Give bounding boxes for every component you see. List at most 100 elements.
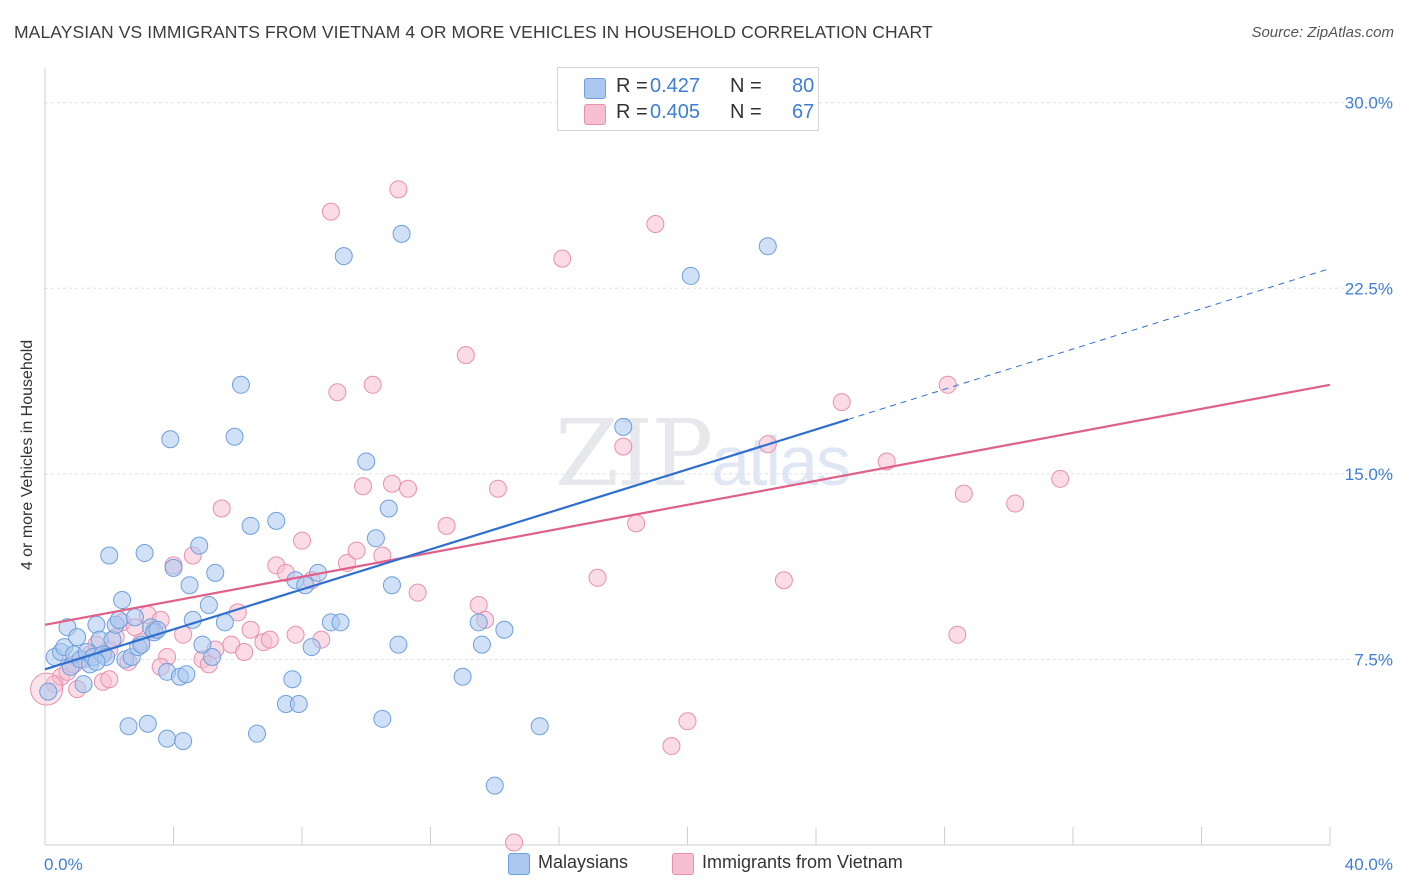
vietnam-point: [954, 484, 973, 503]
malaysian-trend-line: [44, 418, 849, 671]
y-tick-label: 15.0%: [1345, 465, 1393, 484]
vietnam-point: [832, 393, 851, 412]
vietnam-point: [260, 630, 279, 649]
malaysian-point: [469, 613, 488, 632]
malaysian-point: [203, 647, 222, 666]
x-tick-label: 40.0%: [1345, 855, 1393, 874]
malaysian-point: [190, 536, 209, 555]
trend-lines: [44, 268, 1331, 671]
vietnam-point: [235, 643, 254, 662]
malaysian-point: [485, 776, 504, 795]
malaysian-point: [231, 375, 250, 394]
malaysian-point: [164, 558, 183, 577]
malaysian-point: [382, 576, 401, 595]
r-label: R =: [616, 75, 648, 97]
malaysian-point: [180, 576, 199, 595]
y-tick-label: 22.5%: [1345, 279, 1393, 298]
malaysian-trend-extension: [847, 268, 1331, 420]
vietnam-point: [408, 583, 427, 602]
malaysian-point: [248, 724, 267, 743]
vietnam-point: [553, 249, 572, 268]
malaysian-point: [495, 620, 514, 639]
vietnam-trend-line: [44, 383, 1331, 626]
vietnam-point: [938, 375, 957, 394]
malaysian-point: [614, 417, 633, 436]
malaysian-point: [472, 635, 491, 654]
malaysian-point: [302, 638, 321, 657]
axes: [44, 68, 1331, 846]
chart-title: MALAYSIAN VS IMMIGRANTS FROM VIETNAM 4 O…: [14, 22, 933, 42]
malaysian-point: [241, 516, 260, 535]
vietnam-point: [678, 712, 697, 731]
malaysian-point: [373, 709, 392, 728]
legend-label: Malaysians: [538, 852, 629, 872]
vietnam-swatch: [584, 104, 606, 125]
malaysian-point: [206, 563, 225, 582]
stats-box: R = 0.427 N = 80 R = 0.405 N = 67: [557, 67, 819, 131]
vietnam-point: [100, 670, 119, 689]
vietnam-point: [1006, 494, 1025, 513]
vietnam-point: [382, 474, 401, 493]
vietnam-point: [354, 477, 373, 496]
y-tick-label: 30.0%: [1345, 94, 1393, 113]
n-value: 80: [792, 75, 815, 97]
malaysian-point: [267, 511, 286, 530]
malaysian-point: [119, 717, 138, 736]
vietnam-point: [363, 375, 382, 394]
y-tick-label: 7.5%: [1354, 650, 1393, 669]
n-label: N =: [730, 101, 762, 123]
malaysian-point: [681, 266, 700, 285]
malaysian-point: [366, 529, 385, 548]
malaysian-point: [225, 427, 244, 446]
tick-labels: 7.5% 15.0% 22.5% 30.0% 0.0% 40.0%: [44, 94, 1393, 874]
vietnam-point: [627, 514, 646, 533]
malaysian-point: [389, 635, 408, 654]
malaysian-point: [453, 667, 472, 686]
malaysian-point: [113, 591, 132, 610]
malaysians-swatch: [584, 78, 606, 99]
r-value: 0.427: [650, 75, 701, 97]
vietnam-point: [774, 571, 793, 590]
malaysian-point: [158, 729, 177, 748]
vietnam-point: [588, 568, 607, 587]
vietnam-point: [286, 625, 305, 644]
vietnam-points: [30, 180, 1070, 852]
malaysian-point: [289, 694, 308, 713]
malaysian-point: [334, 247, 353, 266]
malaysian-point: [109, 610, 128, 629]
vietnam-point: [646, 214, 665, 233]
vietnam-point: [456, 346, 475, 365]
vietnam-point: [328, 383, 347, 402]
malaysian-point: [215, 613, 234, 632]
malaysian-point: [357, 452, 376, 471]
malaysian-point: [39, 682, 58, 701]
vietnam-point: [437, 516, 456, 535]
vietnam-point: [389, 180, 408, 199]
vietnam-point: [399, 479, 418, 498]
malaysian-point: [530, 717, 549, 736]
vietnam-point: [948, 625, 967, 644]
vietnam-point: [347, 541, 366, 560]
vietnam-point: [1051, 469, 1070, 488]
vietnam-point: [212, 499, 231, 518]
x-tick-label: 0.0%: [44, 855, 83, 874]
watermark: ZIPatlas: [555, 400, 851, 507]
malaysian-point: [135, 544, 154, 563]
malaysians-legend-swatch: [508, 853, 530, 875]
malaysian-point: [392, 224, 411, 243]
source-label: Source: ZipAtlas.com: [1251, 24, 1394, 41]
n-value: 67: [792, 101, 815, 123]
malaysian-point: [758, 237, 777, 256]
malaysian-point: [199, 596, 218, 615]
malaysian-point: [177, 665, 196, 684]
vietnam-point: [505, 833, 524, 852]
vietnam-point: [488, 479, 507, 498]
r-value: 0.405: [650, 101, 701, 123]
vietnam-legend-swatch: [672, 853, 694, 875]
legend-label: Immigrants from Vietnam: [702, 852, 903, 872]
malaysian-point: [125, 608, 144, 627]
vietnam-point: [662, 737, 681, 756]
vietnam-point: [614, 437, 633, 456]
vietnam-point: [321, 202, 340, 221]
